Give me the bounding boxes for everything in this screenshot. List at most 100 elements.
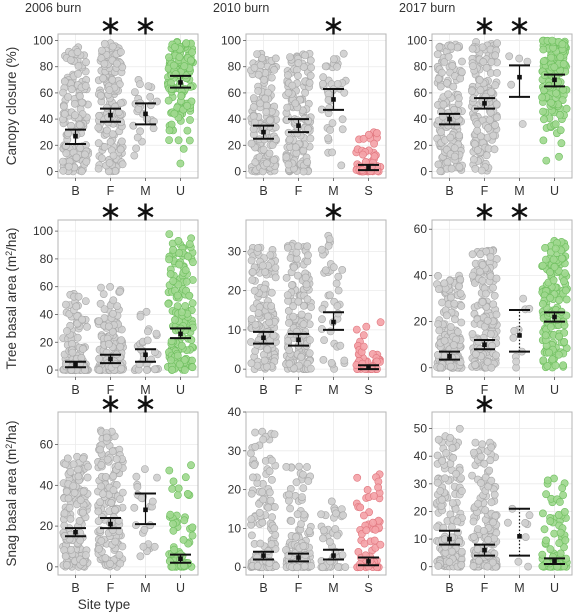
point-B <box>456 74 465 83</box>
point-B <box>247 315 256 323</box>
point-U <box>169 526 178 535</box>
point-M <box>325 538 334 546</box>
point-B <box>259 145 268 154</box>
point-B <box>434 271 442 280</box>
point-F <box>483 358 492 366</box>
point-U <box>551 361 560 370</box>
point-F <box>111 166 120 175</box>
point-F <box>483 316 492 325</box>
point-U <box>173 351 182 360</box>
point-F <box>301 273 310 282</box>
point-F <box>489 283 497 292</box>
point-B <box>270 503 279 511</box>
point-S <box>362 322 371 331</box>
point-U <box>168 484 177 493</box>
point-U <box>175 260 184 269</box>
point-U <box>181 266 190 275</box>
point-F <box>299 320 308 329</box>
point-B <box>447 523 456 532</box>
point-F <box>471 350 480 359</box>
point-B <box>271 531 280 539</box>
point-F <box>491 121 499 130</box>
point-B <box>260 284 269 293</box>
point-U <box>539 509 547 518</box>
point-F <box>116 559 125 568</box>
y-tick-label: 0 <box>46 164 53 178</box>
asterisk-stroke <box>137 20 154 32</box>
point-U <box>187 461 195 470</box>
point-F <box>492 100 501 109</box>
point-F <box>96 299 105 308</box>
point-S <box>353 473 362 482</box>
significance-asterisk <box>137 17 154 35</box>
asterisk-stroke <box>102 398 119 410</box>
x-tick-label: M <box>140 184 150 198</box>
mean-marker-F <box>296 337 301 343</box>
x-tick-label: F <box>295 383 303 397</box>
point-M <box>136 80 144 88</box>
point-U <box>560 321 569 330</box>
point-B <box>74 69 82 78</box>
point-F <box>109 486 118 494</box>
point-B <box>271 54 280 63</box>
point-B <box>450 144 459 152</box>
point-B <box>249 94 258 103</box>
point-U <box>556 549 565 558</box>
point-F <box>103 455 112 464</box>
point-F <box>97 482 105 491</box>
point-U <box>546 517 555 526</box>
y-tick-label: 20 <box>40 519 54 533</box>
point-F <box>469 562 478 570</box>
point-U <box>559 491 567 499</box>
point-F <box>493 39 501 48</box>
point-B <box>266 496 275 505</box>
point-B <box>250 286 259 295</box>
significance-asterisk <box>476 395 493 413</box>
point-F <box>116 342 125 351</box>
x-tick-label: F <box>295 581 303 595</box>
point-B <box>268 513 276 522</box>
point-M <box>137 494 146 502</box>
point-M <box>329 55 338 64</box>
point-B <box>433 478 442 487</box>
point-M <box>327 358 336 367</box>
y-tick-label: 40 <box>414 449 428 463</box>
point-F <box>468 271 477 280</box>
point-B <box>440 58 449 66</box>
point-B <box>76 496 85 504</box>
mean-marker-F <box>482 342 487 347</box>
point-U <box>547 53 556 62</box>
x-tick-label: B <box>259 184 267 198</box>
point-F <box>487 443 496 452</box>
point-B <box>251 442 260 451</box>
point-F <box>116 495 124 503</box>
point-F <box>293 563 301 572</box>
point-B <box>63 454 72 463</box>
point-F <box>475 267 484 276</box>
point-U <box>548 355 557 364</box>
point-B <box>447 164 456 173</box>
point-layer <box>59 426 197 571</box>
x-tick-label: M <box>140 383 150 397</box>
y-tick-label: 60 <box>228 86 242 100</box>
column-title: 2010 burn <box>213 1 269 15</box>
y-tick-label: 30 <box>228 244 242 258</box>
point-S <box>352 325 361 334</box>
point-M <box>140 525 149 534</box>
point-F <box>95 545 103 553</box>
panel-1-1: 0 20 40 60 80 100 B F M U <box>33 17 199 198</box>
x-tick-label: F <box>481 383 489 397</box>
panel-border <box>57 33 199 179</box>
point-U <box>546 322 555 331</box>
point-B <box>256 61 265 70</box>
point-S <box>358 150 367 159</box>
y-tick-label: 20 <box>40 138 54 152</box>
point-B <box>259 435 267 444</box>
point-F <box>489 518 497 527</box>
x-tick-label: M <box>514 383 524 397</box>
y-tick-label: 0 <box>46 363 53 377</box>
point-F <box>290 263 298 272</box>
point-F <box>473 120 482 129</box>
y-tick-label: 20 <box>228 483 242 497</box>
x-tick-label: S <box>364 184 372 198</box>
